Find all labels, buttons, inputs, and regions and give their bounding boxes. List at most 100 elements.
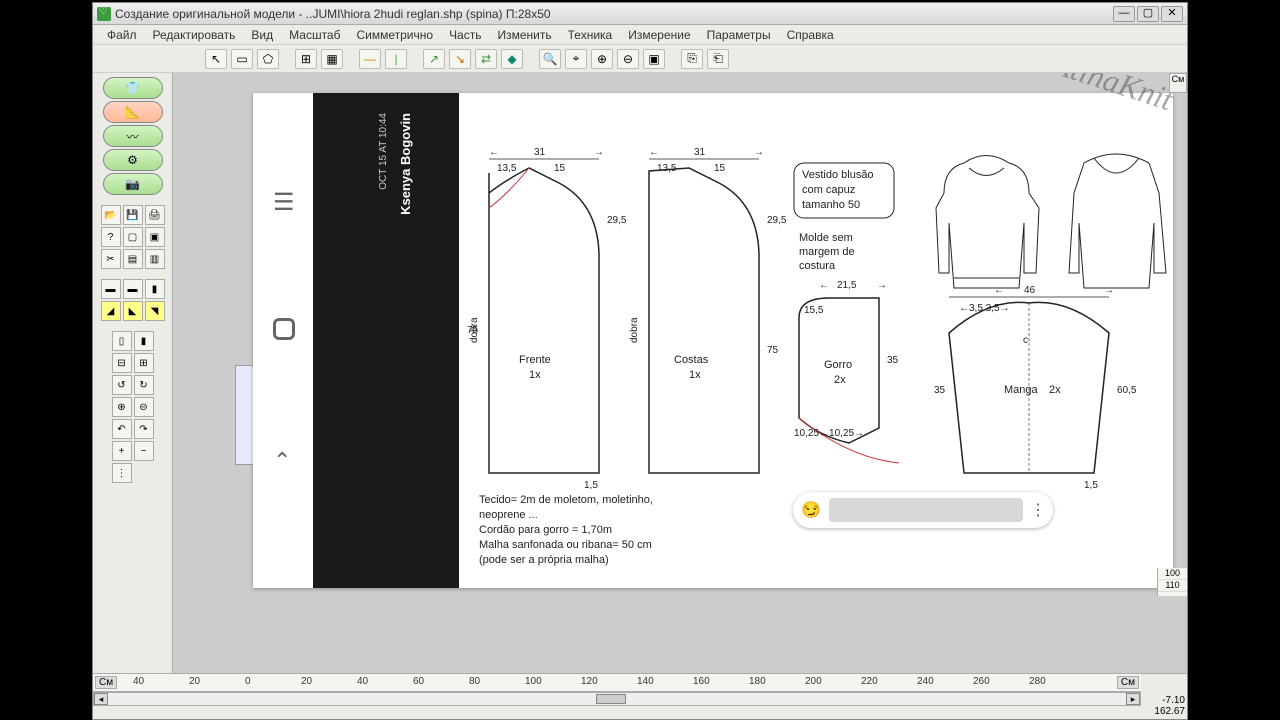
chevron-up-icon[interactable]: ⌃ (273, 448, 291, 474)
zoom-icon[interactable]: 🔍 (539, 49, 561, 69)
reaction-bar[interactable]: 😏 ⋮ (793, 492, 1053, 528)
g3-icon[interactable]: ⊟ (112, 353, 132, 373)
print-icon[interactable]: 🖨 (145, 205, 165, 225)
rect-icon[interactable]: ▭ (231, 49, 253, 69)
menu-tech[interactable]: Техника (562, 26, 619, 44)
cut-icon[interactable]: ✂ (101, 249, 121, 269)
mode-gear-button[interactable]: ⚙ (103, 149, 163, 171)
menu-change[interactable]: Изменить (491, 26, 557, 44)
tool-b-icon[interactable]: ↘ (449, 49, 471, 69)
coordinate-readout: -7.10 162.67 (1143, 693, 1187, 719)
grid-icon[interactable]: ⊞ (295, 49, 317, 69)
comment-field[interactable] (829, 498, 1023, 522)
svg-text:Manga: Manga (1004, 384, 1039, 396)
svg-text:29,5: 29,5 (607, 215, 627, 226)
g10-icon[interactable]: ↷ (134, 419, 154, 439)
t2-icon[interactable]: ▬ (123, 279, 143, 299)
hamburger-icon[interactable]: ☰ (273, 188, 295, 217)
t1-icon[interactable]: ▬ (101, 279, 121, 299)
cursor-icon[interactable]: ↖ (205, 49, 227, 69)
menu-params[interactable]: Параметры (701, 26, 777, 44)
tooly-icon[interactable]: ▣ (145, 227, 165, 247)
help-icon[interactable]: ? (101, 227, 121, 247)
save-icon[interactable]: 💾 (123, 205, 143, 225)
emoji-icon[interactable]: 😏 (793, 500, 829, 520)
g8-icon[interactable]: ⊖ (134, 397, 154, 417)
minus-icon[interactable]: − (134, 441, 154, 461)
menu-file[interactable]: Файл (101, 26, 143, 44)
grid2-icon[interactable]: ▦ (321, 49, 343, 69)
tool-d-icon[interactable]: ◆ (501, 49, 523, 69)
horizontal-scrollbar[interactable]: ◂ ▸ (93, 692, 1141, 706)
t3-icon[interactable]: ▮ (145, 279, 165, 299)
g5-icon[interactable]: ↺ (112, 375, 132, 395)
app-icon (97, 7, 111, 21)
circle-icon[interactable] (273, 318, 295, 340)
mode-wave-button[interactable]: 〰 (103, 125, 163, 147)
vertical-ruler: 100 110 (1157, 568, 1187, 596)
menu-help[interactable]: Справка (781, 26, 840, 44)
minimize-button[interactable]: — (1113, 6, 1135, 22)
g4-icon[interactable]: ⊞ (134, 353, 154, 373)
scroll-thumb[interactable] (596, 694, 626, 704)
toolz-icon[interactable]: ▤ (123, 249, 143, 269)
vline-icon[interactable]: | (385, 49, 407, 69)
toolx-icon[interactable]: ▢ (123, 227, 143, 247)
mode-pattern-button[interactable]: 📐 (103, 101, 163, 123)
zoom4-icon[interactable]: ⊖ (617, 49, 639, 69)
toolbar: ↖ ▭ ⬠ ⊞ ▦ — | ↗ ↘ ⇄ ◆ 🔍 ⌖ ⊕ ⊖ ▣ ⎘ ⎗ (93, 45, 1187, 73)
svg-text:→: → (594, 147, 604, 158)
menu-scale[interactable]: Масштаб (283, 26, 346, 44)
hline-icon[interactable]: — (359, 49, 381, 69)
plus-icon[interactable]: + (112, 441, 132, 461)
svg-text:margem de: margem de (799, 246, 855, 258)
svg-text:(pode ser a própria malha): (pode ser a própria malha) (479, 554, 609, 566)
svg-text:21,5: 21,5 (837, 280, 857, 291)
scroll-left-button[interactable]: ◂ (94, 693, 108, 705)
menu-edit[interactable]: Редактировать (147, 26, 242, 44)
t6-icon[interactable]: ◥ (145, 301, 165, 321)
tool-c-icon[interactable]: ⇄ (475, 49, 497, 69)
paste-icon[interactable]: ⎗ (707, 49, 729, 69)
author-name: Ksenya Bogovin (398, 113, 413, 215)
close-button[interactable]: ✕ (1161, 6, 1183, 22)
zoom2-icon[interactable]: ⌖ (565, 49, 587, 69)
menu-view[interactable]: Вид (245, 26, 279, 44)
g9-icon[interactable]: ↶ (112, 419, 132, 439)
g6-icon[interactable]: ↻ (134, 375, 154, 395)
svg-text:c: c (1023, 335, 1028, 346)
scroll-right-button[interactable]: ▸ (1126, 693, 1140, 705)
menu-part[interactable]: Часть (443, 26, 487, 44)
poly-icon[interactable]: ⬠ (257, 49, 279, 69)
g1-icon[interactable]: ▯ (112, 331, 132, 351)
fit-icon[interactable]: ▣ (643, 49, 665, 69)
dots-icon[interactable]: ⋮ (112, 463, 132, 483)
open-icon[interactable]: 📂 (101, 205, 121, 225)
maximize-button[interactable]: ▢ (1137, 6, 1159, 22)
ruler-unit-v: См (1169, 73, 1187, 93)
more-icon[interactable]: ⋮ (1023, 500, 1053, 520)
svg-text:Frente: Frente (519, 354, 551, 366)
t4-icon[interactable]: ◢ (101, 301, 121, 321)
mode-camera-button[interactable]: 📷 (103, 173, 163, 195)
svg-text:13,5: 13,5 (497, 163, 517, 174)
svg-text:←3,5 3,5→: ←3,5 3,5→ (959, 303, 1010, 314)
svg-text:dobra: dobra (629, 317, 640, 343)
svg-text:1x: 1x (689, 369, 701, 381)
menu-symm[interactable]: Симметрично (350, 26, 439, 44)
toolw-icon[interactable]: ▥ (145, 249, 165, 269)
menu-measure[interactable]: Измерение (622, 26, 696, 44)
svg-text:dobra: dobra (469, 317, 480, 343)
g2-icon[interactable]: ▮ (134, 331, 154, 351)
canvas[interactable]: Ksenya Bogovin OCT 15 AT 10:44 ☰ ⌃ ←31→ … (173, 73, 1187, 673)
copy-icon[interactable]: ⎘ (681, 49, 703, 69)
g7-icon[interactable]: ⊕ (112, 397, 132, 417)
svg-text:46: 46 (1024, 285, 1036, 296)
svg-text:→: → (754, 147, 764, 158)
app-window: Создание оригинальной модели - ..JUMI\hi… (92, 2, 1188, 720)
t5-icon[interactable]: ◣ (123, 301, 143, 321)
svg-text:costura: costura (799, 260, 836, 272)
zoom3-icon[interactable]: ⊕ (591, 49, 613, 69)
mode-shirt-button[interactable]: 👕 (103, 77, 163, 99)
tool-a-icon[interactable]: ↗ (423, 49, 445, 69)
